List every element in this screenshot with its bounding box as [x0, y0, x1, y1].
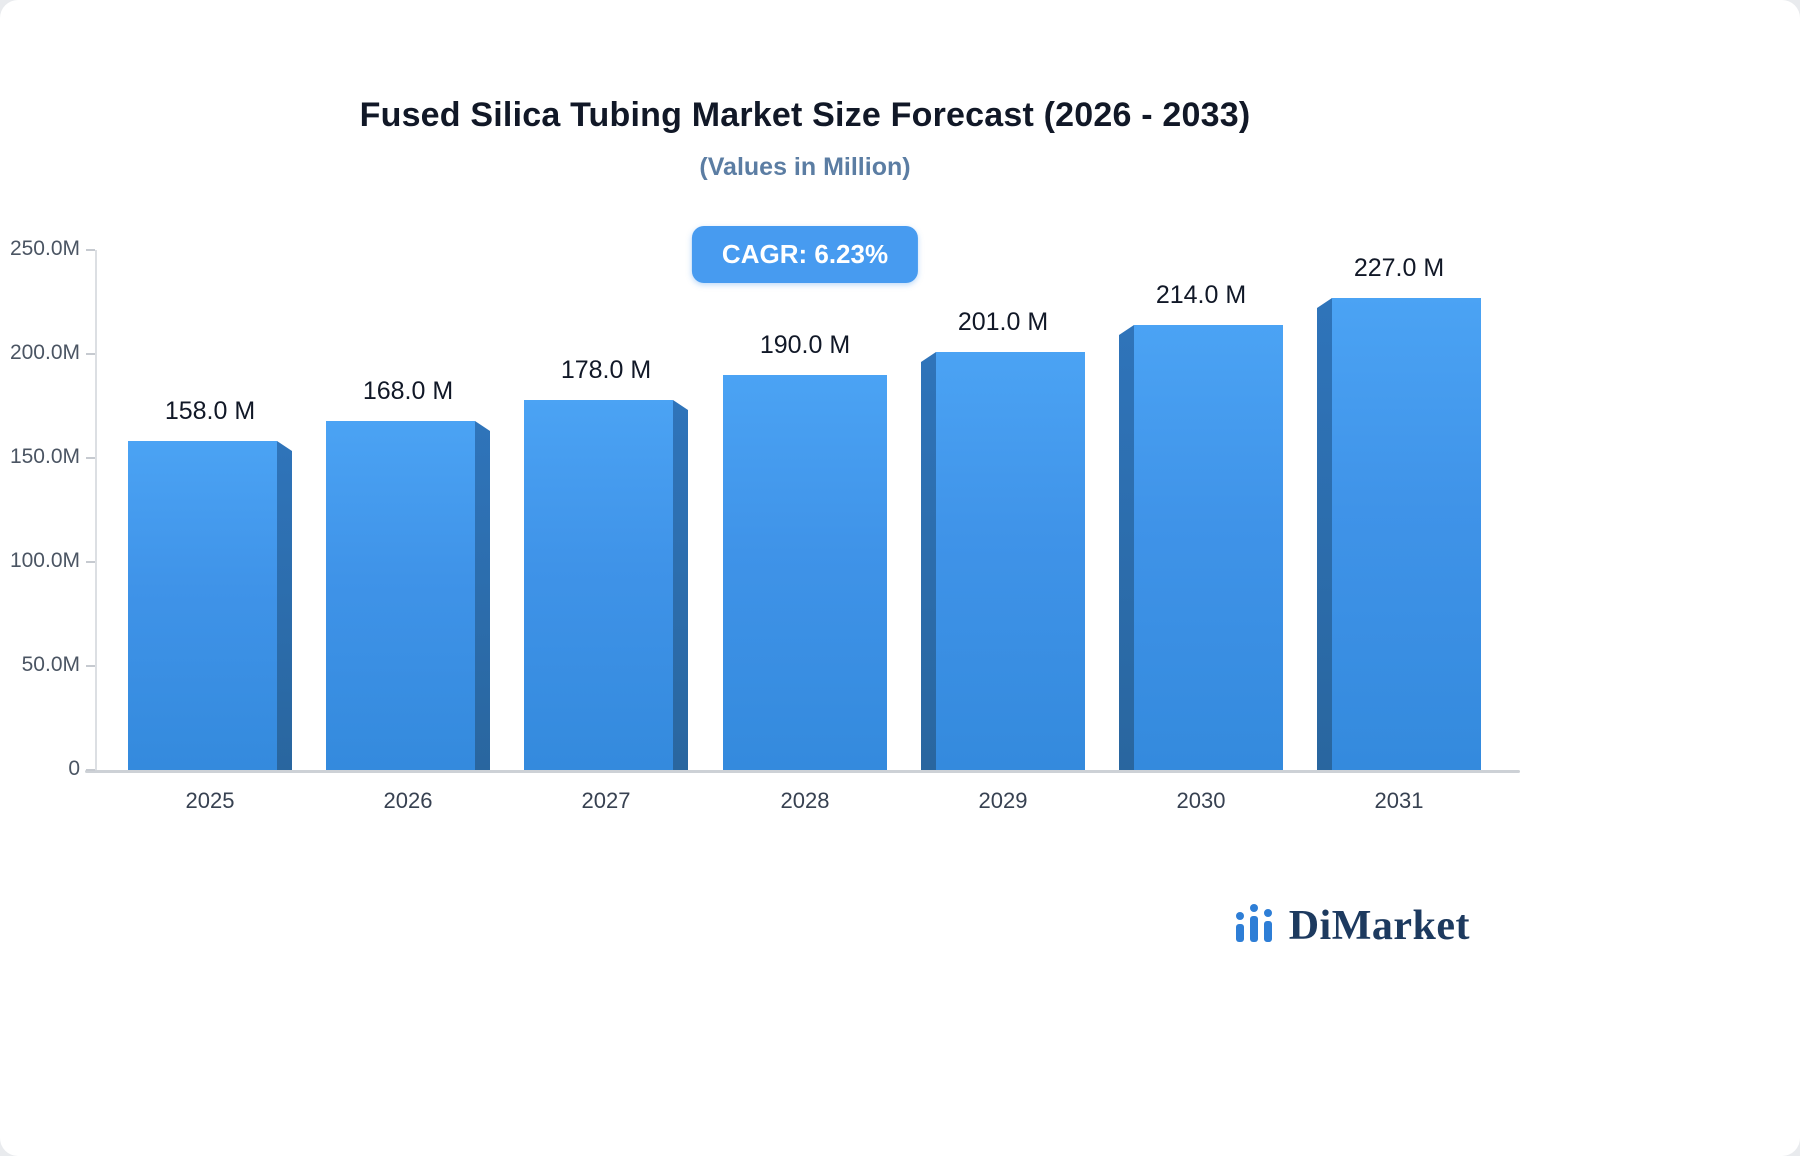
- y-axis-label: 50.0M: [21, 653, 80, 676]
- bar-front-face: [524, 400, 673, 770]
- bar-side-face: [277, 441, 292, 770]
- bar-side-face: [1317, 298, 1332, 770]
- bar: [1317, 298, 1481, 770]
- x-axis-line: [85, 770, 1520, 773]
- bar-chart-logo-icon: [1231, 900, 1277, 951]
- cagr-badge: CAGR: 6.23%: [691, 226, 919, 283]
- x-axis-label: 2031: [1374, 788, 1424, 813]
- bar-front-face: [723, 375, 887, 770]
- x-axis-label: 2026: [383, 788, 433, 813]
- y-axis-tick: [86, 457, 95, 459]
- bar-value-label: 227.0 M: [1353, 254, 1445, 282]
- y-axis-tick: [86, 665, 95, 667]
- y-axis-tick: [86, 561, 95, 563]
- x-axis-label: 2027: [581, 788, 631, 813]
- bar: [128, 441, 292, 770]
- x-axis-label: 2025: [185, 788, 235, 813]
- y-axis-line: [95, 250, 97, 770]
- bar-side-face: [475, 421, 490, 770]
- bar-front-face: [1332, 298, 1481, 770]
- y-axis-tick: [86, 769, 95, 771]
- x-axis-label: 2028: [780, 788, 830, 813]
- y-axis-label: 200.0M: [9, 341, 80, 364]
- bar: [326, 421, 490, 770]
- brand-logo: DiMarket: [1231, 900, 1470, 951]
- y-axis-tick: [86, 249, 95, 251]
- bar-value-label: 168.0 M: [362, 377, 454, 405]
- y-axis-label: 100.0M: [9, 549, 80, 572]
- bar-value-label: 214.0 M: [1155, 281, 1247, 309]
- x-axis-label: 2029: [978, 788, 1028, 813]
- y-axis-tick: [86, 353, 95, 355]
- chart-title: Fused Silica Tubing Market Size Forecast…: [359, 96, 1251, 134]
- bar-side-face: [921, 352, 936, 770]
- chart-header: Fused Silica Tubing Market Size Forecast…: [0, 0, 1610, 182]
- bar-front-face: [128, 441, 277, 770]
- bar-front-face: [936, 352, 1085, 770]
- y-axis-label: 250.0M: [9, 237, 80, 260]
- bar-front-face: [1134, 325, 1283, 770]
- bar: [921, 352, 1085, 770]
- bar: [723, 375, 887, 770]
- bar: [524, 400, 688, 770]
- bar-front-face: [326, 421, 475, 770]
- x-axis-label: 2030: [1176, 788, 1226, 813]
- y-axis-label: 0: [68, 757, 80, 780]
- bar: [1119, 325, 1283, 770]
- bar-side-face: [1119, 325, 1134, 770]
- bar-value-label: 201.0 M: [957, 308, 1049, 336]
- bar-side-face: [673, 400, 688, 770]
- brand-logo-text: DiMarket: [1288, 902, 1470, 949]
- bar-value-label: 190.0 M: [759, 331, 851, 359]
- chart-subtitle: (Values in Million): [699, 153, 911, 181]
- bar-value-label: 178.0 M: [560, 356, 652, 384]
- bar-value-label: 158.0 M: [164, 397, 256, 425]
- y-axis-label: 150.0M: [9, 445, 80, 468]
